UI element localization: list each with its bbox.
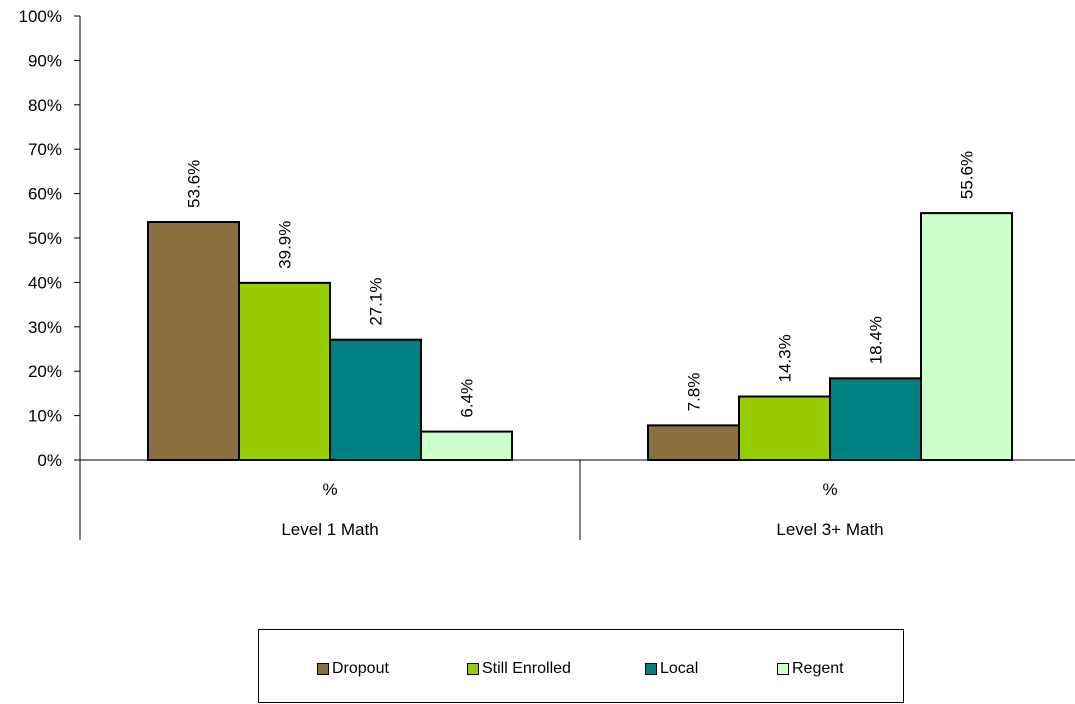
legend-item-regent: Regent (777, 660, 844, 678)
data-label: 39.9% (276, 221, 295, 269)
bar-local (829, 377, 922, 461)
legend-swatch-still-enrolled (467, 663, 479, 675)
legend-item-dropout: Dropout (317, 660, 389, 678)
y-tick-label: 0% (37, 451, 62, 470)
legend-item-local: Local (645, 660, 698, 678)
y-tick-label: 40% (28, 273, 62, 292)
legend-label-dropout: Dropout (332, 660, 389, 677)
y-tick-label: 100% (19, 7, 62, 26)
bar-still-enrolled (738, 395, 831, 461)
y-tick-label: 20% (28, 362, 62, 381)
legend-label-regent: Regent (792, 660, 844, 677)
category-labels: % Level 1 Math% Level 3+ Math (281, 480, 883, 539)
bar-regent (920, 212, 1013, 461)
category-sublabel: % (822, 480, 837, 499)
data-label: 18.4% (867, 316, 886, 364)
bar-dropout (647, 424, 740, 462)
legend-swatch-regent (777, 663, 789, 675)
bars (147, 212, 1013, 462)
bar-still-enrolled (238, 281, 331, 461)
legend-label-still-enrolled: Still Enrolled (482, 660, 571, 677)
legend-label-local: Local (660, 660, 699, 677)
y-tick-label: 10% (28, 407, 62, 426)
y-axis-ticks: 0% 10% 20% 30% 40% 50% 60% 70% 80% 90% 100% (19, 7, 80, 470)
data-label: 7.8% (685, 373, 704, 412)
data-labels: 53.6% 39.9% 27.1% 6.4% 7.8% 14.3% 18.4% 55.6% (185, 151, 977, 418)
data-label: 27.1% (367, 277, 386, 325)
data-label: 55.6% (958, 151, 977, 199)
y-tick-label: 30% (28, 318, 62, 337)
y-tick-label: 90% (28, 51, 62, 70)
data-label: 14.3% (776, 334, 795, 382)
legend-swatch-dropout (317, 663, 329, 675)
bar-dropout (147, 221, 240, 461)
legend: Dropout Still Enrolled Local Regent (258, 629, 904, 703)
bar-regent (420, 430, 513, 462)
y-tick-label: 70% (28, 140, 62, 159)
y-tick-label: 60% (28, 185, 62, 204)
y-tick-label: 80% (28, 96, 62, 115)
legend-item-still-enrolled: Still Enrolled (467, 660, 571, 678)
data-label: 53.6% (185, 160, 204, 208)
category-sublabel: % (322, 480, 337, 499)
category-label: Level 1 Math (281, 520, 378, 539)
data-label: 6.4% (458, 379, 477, 418)
y-tick-label: 50% (28, 229, 62, 248)
bar-chart: 0% 10% 20% 30% 40% 50% 60% 70% 80% 90% 100% 53.6% 3… (19, 7, 1075, 540)
category-label: Level 3+ Math (776, 520, 883, 539)
bar-local (329, 338, 422, 461)
legend-swatch-local (645, 663, 657, 675)
axes (79, 16, 1075, 540)
